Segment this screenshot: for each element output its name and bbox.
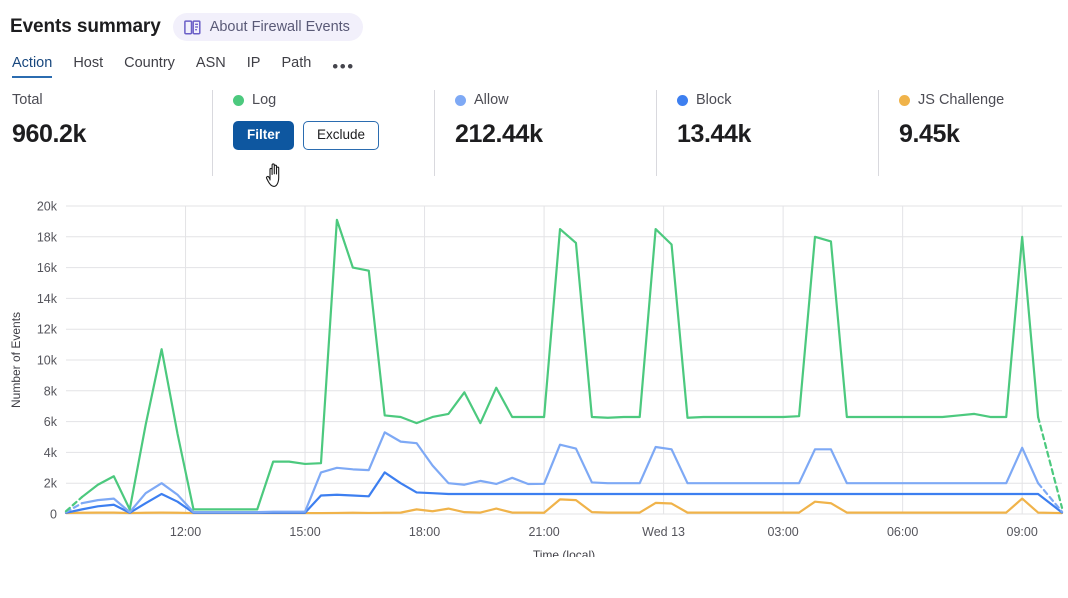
y-axis-tick-label: 0: [50, 508, 57, 522]
stat-total-label: Total: [12, 92, 43, 108]
about-firewall-events-label: About Firewall Events: [209, 19, 350, 35]
series-line-allow: [80, 431, 1040, 514]
series-line-js-challenge: [64, 497, 1064, 515]
tab-path[interactable]: Path: [281, 55, 312, 71]
page-title: Events summary: [10, 16, 161, 37]
stat-js-challenge-head: JS Challenge: [899, 90, 1004, 110]
stat-allow: Allow 212.44k: [434, 90, 656, 176]
x-axis-tick-label: 18:00: [409, 525, 440, 539]
block-color-dot: [677, 94, 688, 106]
exclude-button[interactable]: Exclude: [303, 121, 380, 150]
stat-total-head: Total: [12, 90, 194, 110]
x-axis-title: Time (local): [533, 548, 595, 557]
stat-js-challenge: JS Challenge 9.45k: [878, 90, 1022, 176]
y-axis-tick-label: 18k: [37, 230, 58, 244]
stat-total: Total 960.2k: [12, 90, 212, 176]
stat-block-head: Block: [677, 90, 860, 110]
x-axis-tick-label: 15:00: [289, 525, 320, 539]
book-icon: [183, 19, 201, 35]
about-firewall-events-button[interactable]: About Firewall Events: [172, 13, 363, 41]
x-axis-tick-label: 03:00: [767, 525, 798, 539]
y-axis-tick-label: 16k: [37, 261, 58, 275]
log-action-buttons: Filter Exclude: [233, 121, 416, 150]
tab-country[interactable]: Country: [124, 55, 175, 71]
y-axis-tick-label: 14k: [37, 292, 58, 306]
series-line-log: [80, 218, 1040, 511]
tab-asn[interactable]: ASN: [195, 55, 226, 71]
x-axis-tick-label: Wed 13: [642, 525, 685, 539]
y-axis-title: Number of Events: [9, 312, 23, 408]
series-partial-end-log: [1036, 415, 1064, 509]
y-axis-tick-label: 20k: [37, 200, 58, 214]
series-line-block: [64, 471, 1064, 514]
stats-strip: Total 960.2k Log Filter Exclude Allow 21…: [0, 90, 1068, 176]
series-partial-start-allow: [64, 502, 84, 514]
stat-log-label: Log: [252, 92, 277, 108]
stat-js-challenge-value: 9.45k: [899, 120, 960, 148]
x-axis-tick-label: 09:00: [1007, 525, 1038, 539]
x-axis-tick-label: 21:00: [528, 525, 559, 539]
chart-canvas: 0 2k 4k 6k 8k 10k 12k 14k 16k 18k 20k 12:00 15:00 18:…: [9, 200, 1064, 557]
tab-host[interactable]: Host: [73, 55, 104, 71]
series-partial-end-allow: [1036, 482, 1064, 513]
tabs-overflow-button[interactable]: •••: [332, 57, 355, 76]
stat-block-value: 13.44k: [677, 120, 752, 148]
y-axis-tick-label: 2k: [44, 477, 58, 491]
y-axis-tick-label: 10k: [37, 354, 58, 368]
y-axis-tick-label: 12k: [37, 323, 58, 337]
stat-js-challenge-label: JS Challenge: [918, 92, 1005, 108]
x-axis-tick-label: 12:00: [170, 525, 201, 539]
stat-allow-head: Allow: [455, 90, 638, 110]
page-header: Events summary About Firewall Events: [0, 0, 1068, 44]
stat-log-head: Log: [233, 90, 416, 110]
log-color-dot: [233, 94, 244, 106]
y-axis-tick-label: 8k: [44, 384, 58, 398]
tab-action[interactable]: Action: [12, 55, 53, 78]
allow-color-dot: [455, 94, 466, 106]
series-partial-start-log: [64, 495, 84, 513]
y-axis-tick-label: 6k: [44, 415, 58, 429]
tab-ip[interactable]: IP: [246, 55, 261, 71]
js-challenge-color-dot: [899, 94, 910, 106]
stat-block-label: Block: [696, 92, 732, 108]
filter-button[interactable]: Filter: [233, 121, 295, 150]
x-axis-tick-label: 06:00: [887, 525, 918, 539]
stat-allow-label: Allow: [474, 92, 509, 108]
y-axis-tick-label: 4k: [44, 446, 58, 460]
facet-tabs: Action Host Country ASN IP Path •••: [0, 44, 1068, 78]
stat-allow-value: 212.44k: [455, 120, 543, 148]
stat-log: Log Filter Exclude: [212, 90, 434, 176]
stat-total-value: 960.2k: [12, 120, 87, 148]
stat-block: Block 13.44k: [656, 90, 878, 176]
events-timeseries-chart: 0 2k 4k 6k 8k 10k 12k 14k 16k 18k 20k 12:00 15:00 18:…: [0, 192, 1068, 557]
